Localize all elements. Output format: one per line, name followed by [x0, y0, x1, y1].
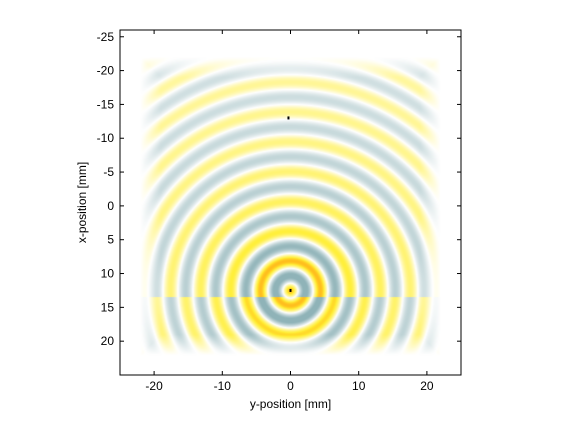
x-axis-label: y-position [mm] — [250, 397, 331, 411]
y-tick-label: -20 — [97, 64, 115, 78]
source-marker — [289, 288, 292, 292]
y-ticks: -25 -20 -15 -10 -5 0 5 10 15 20 — [97, 30, 461, 348]
y-tick-label: 20 — [101, 334, 115, 348]
x-ticks: -20 -10 0 10 20 — [145, 30, 434, 393]
x-tick-label: 10 — [352, 379, 366, 393]
y-tick-label: -25 — [97, 30, 115, 44]
y-tick-label: 10 — [101, 267, 115, 281]
y-tick-label: 0 — [107, 199, 114, 213]
y-tick-label: 5 — [107, 233, 114, 247]
wave-field-heatmap — [140, 57, 441, 356]
point-marker — [287, 116, 290, 120]
x-tick-label: 20 — [420, 379, 434, 393]
y-tick-label: -5 — [103, 165, 114, 179]
y-tick-label: -15 — [97, 97, 115, 111]
x-tick-label: 0 — [287, 379, 294, 393]
x-tick-label: -20 — [145, 379, 163, 393]
y-tick-label: 15 — [101, 300, 115, 314]
y-axis-label: x-position [mm] — [75, 162, 89, 243]
x-tick-label: -10 — [214, 379, 232, 393]
markers — [287, 116, 292, 292]
y-tick-label: -10 — [97, 131, 115, 145]
plot-area — [140, 57, 441, 356]
